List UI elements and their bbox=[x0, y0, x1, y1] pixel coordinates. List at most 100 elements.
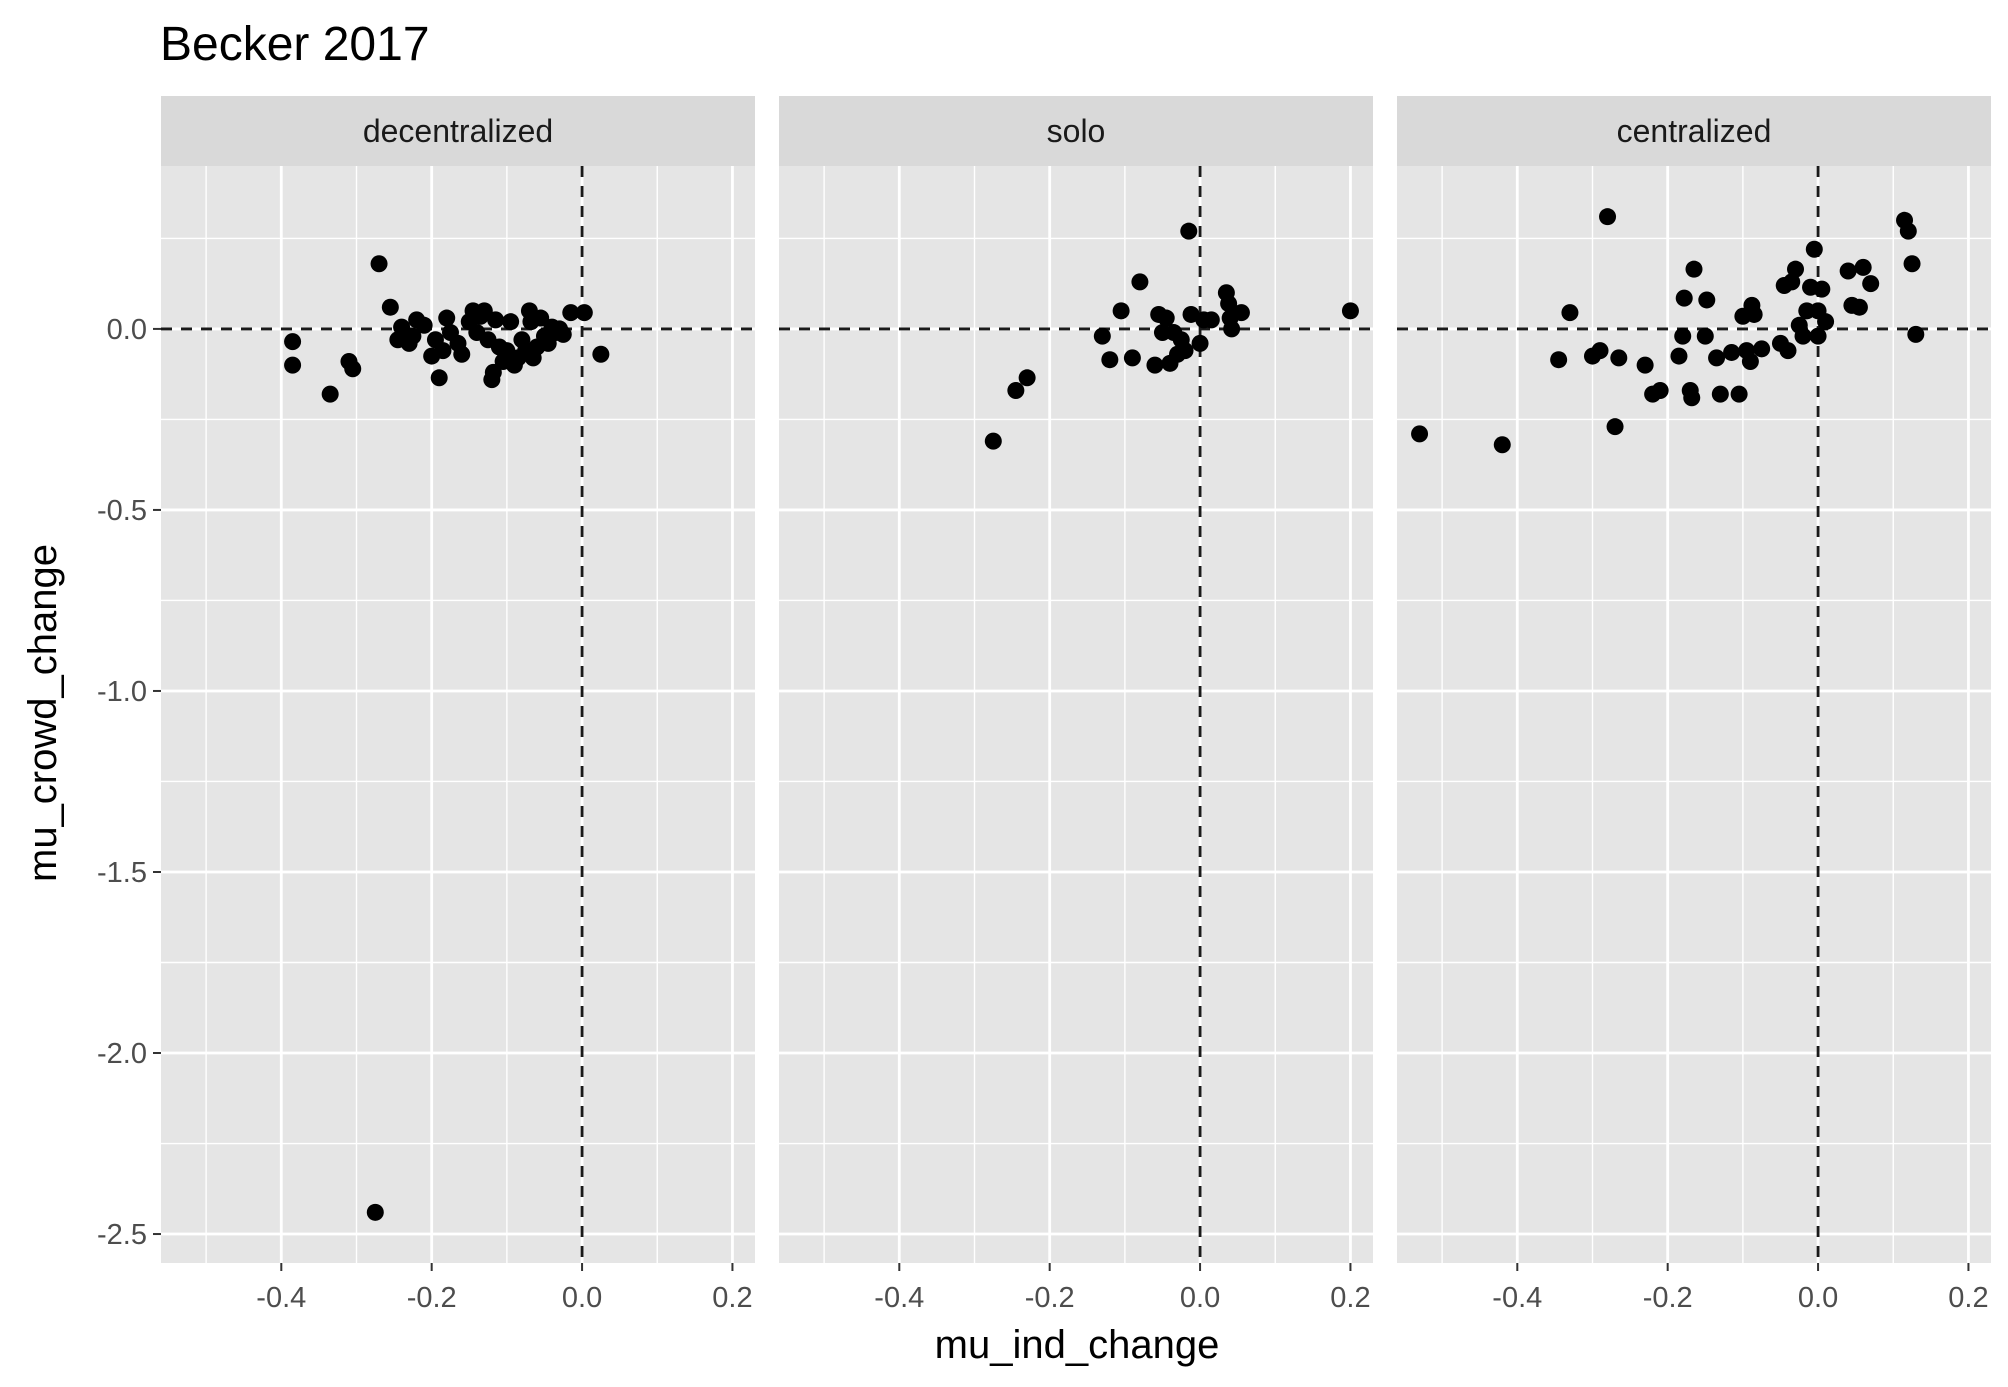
data-point bbox=[984, 432, 1002, 450]
facet-panel-decentralized: decentralized -0.4 -0.2 0.0 0.2 bbox=[161, 96, 755, 1314]
x-tick-label: 0.0 bbox=[562, 1282, 602, 1314]
y-axis: 0.0 -0.5 -1.0 -1.5 -2.0 -2.5 bbox=[97, 314, 161, 1251]
data-point bbox=[393, 318, 411, 336]
data-point bbox=[1862, 275, 1880, 293]
x-tick-label: 0.2 bbox=[1948, 1282, 1988, 1314]
facet-strip bbox=[161, 96, 755, 166]
data-point bbox=[1854, 258, 1872, 276]
facet-strip bbox=[779, 96, 1373, 166]
y-tick-label: -0.5 bbox=[97, 495, 147, 527]
data-point bbox=[1550, 351, 1568, 369]
data-point bbox=[415, 316, 433, 334]
data-point bbox=[1636, 356, 1654, 374]
data-point bbox=[1101, 351, 1119, 369]
data-point bbox=[532, 309, 550, 327]
data-point bbox=[1220, 295, 1238, 313]
data-point bbox=[487, 311, 505, 329]
data-point bbox=[1708, 349, 1726, 367]
facet-panel-solo: solo -0.4 -0.2 0.0 0.2 bbox=[779, 96, 1373, 1314]
data-point bbox=[1007, 381, 1025, 399]
data-point bbox=[1123, 349, 1141, 367]
data-point bbox=[1723, 343, 1741, 361]
x-axis-title: mu_ind_change bbox=[935, 1323, 1220, 1367]
x-tick-label: 0.2 bbox=[1330, 1282, 1370, 1314]
y-tick-label: -2.5 bbox=[97, 1219, 147, 1251]
data-point bbox=[1157, 309, 1175, 327]
data-point bbox=[438, 309, 456, 327]
data-point bbox=[430, 369, 448, 387]
data-point bbox=[1779, 342, 1797, 360]
x-tick-label: -0.2 bbox=[1643, 1282, 1693, 1314]
data-point bbox=[1850, 298, 1868, 316]
data-point bbox=[1651, 381, 1669, 399]
data-point bbox=[1191, 334, 1209, 352]
data-point bbox=[1907, 325, 1925, 343]
data-point bbox=[1741, 353, 1759, 371]
data-point bbox=[1591, 342, 1609, 360]
data-point bbox=[1809, 327, 1827, 345]
data-point bbox=[1493, 436, 1511, 454]
data-point bbox=[1670, 347, 1688, 365]
data-point bbox=[1018, 369, 1036, 387]
data-point bbox=[1683, 389, 1701, 407]
x-tick-label: 0.0 bbox=[1180, 1282, 1220, 1314]
y-tick-label: -1.0 bbox=[97, 676, 147, 708]
facet-strip-label: decentralized bbox=[363, 113, 553, 149]
y-tick-label: -1.5 bbox=[97, 857, 147, 889]
facet-strip-label: centralized bbox=[1617, 113, 1772, 149]
data-point bbox=[284, 333, 302, 351]
data-point bbox=[434, 342, 452, 360]
data-point bbox=[1805, 240, 1823, 258]
data-point bbox=[1813, 280, 1831, 298]
data-point bbox=[1839, 262, 1857, 280]
data-point bbox=[1561, 304, 1579, 322]
data-point bbox=[284, 356, 302, 374]
data-point bbox=[321, 385, 339, 403]
y-axis-title: mu_crowd_change bbox=[21, 544, 65, 882]
data-point bbox=[1182, 305, 1200, 323]
data-point bbox=[1176, 342, 1194, 360]
data-point bbox=[1131, 273, 1149, 291]
data-point bbox=[1745, 305, 1763, 323]
data-point bbox=[554, 325, 572, 343]
facet-panels: decentralized -0.4 -0.2 0.0 0.2 solo -0.4 -0.2 0… bbox=[161, 96, 1991, 1314]
data-point bbox=[381, 298, 399, 316]
facet-strip-label: solo bbox=[1047, 113, 1106, 149]
data-point bbox=[484, 363, 502, 381]
data-point bbox=[1753, 340, 1771, 358]
data-point bbox=[1223, 320, 1241, 338]
facet-panel-centralized: centralized -0.4 -0.2 0.0 0.2 bbox=[1397, 96, 1991, 1314]
data-point bbox=[1202, 311, 1220, 329]
y-tick-label: 0.0 bbox=[107, 314, 147, 346]
data-point bbox=[1610, 349, 1628, 367]
data-point bbox=[1675, 289, 1693, 307]
data-point bbox=[1698, 291, 1716, 309]
panel-background bbox=[779, 166, 1373, 1263]
x-tick-label: -0.2 bbox=[407, 1282, 457, 1314]
x-tick-label: 0.0 bbox=[1798, 1282, 1838, 1314]
data-point bbox=[453, 345, 471, 363]
x-tick-label: -0.4 bbox=[874, 1282, 924, 1314]
data-point bbox=[1711, 385, 1729, 403]
data-point bbox=[1093, 327, 1111, 345]
data-point bbox=[592, 345, 610, 363]
data-point bbox=[1112, 302, 1130, 320]
data-point bbox=[1787, 260, 1805, 278]
data-point bbox=[562, 304, 580, 322]
data-point bbox=[370, 255, 388, 273]
data-point bbox=[1599, 208, 1617, 226]
data-point bbox=[344, 360, 362, 378]
data-point bbox=[475, 302, 493, 320]
data-point bbox=[1180, 222, 1198, 240]
x-tick-label: -0.2 bbox=[1025, 1282, 1075, 1314]
data-point bbox=[502, 313, 520, 331]
panel-background bbox=[1397, 166, 1991, 1263]
data-point bbox=[1794, 327, 1812, 345]
chart-title: Becker 2017 bbox=[160, 18, 430, 71]
data-point bbox=[575, 304, 593, 322]
data-point bbox=[404, 327, 422, 345]
y-tick-label: -2.0 bbox=[97, 1038, 147, 1070]
data-point bbox=[1817, 313, 1835, 331]
x-tick-label: -0.4 bbox=[1492, 1282, 1542, 1314]
